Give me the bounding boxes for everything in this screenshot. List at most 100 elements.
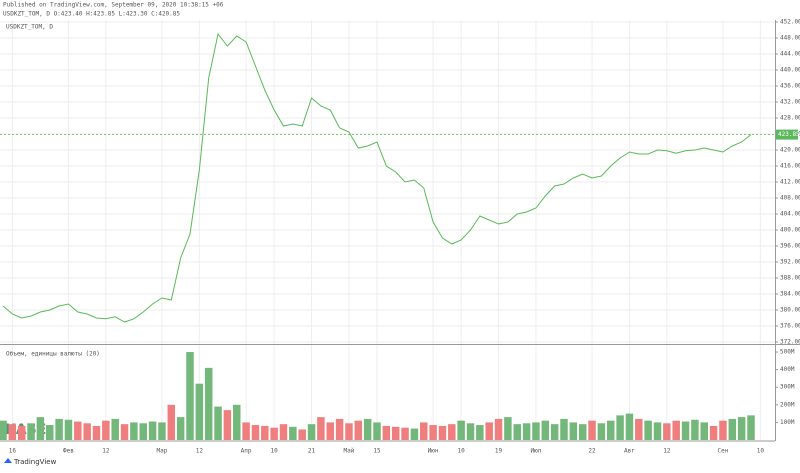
y-tick-label: 416.00 <box>780 163 800 170</box>
x-tick-label: 12 <box>102 448 110 455</box>
volume-bar <box>74 421 82 440</box>
volume-bar <box>550 424 559 440</box>
volume-bar <box>494 418 503 440</box>
volume-bar <box>8 424 17 440</box>
volume-bar <box>438 425 447 440</box>
x-tick-label: 16 <box>9 448 17 455</box>
y-tick-label: 200M <box>780 401 795 408</box>
volume-bar <box>27 423 35 440</box>
volume-bar <box>46 425 54 440</box>
brand[interactable]: TradingView <box>13 458 57 466</box>
x-tick-label: 21 <box>308 448 316 455</box>
volume-bar <box>233 404 241 440</box>
volume-bar <box>139 423 147 440</box>
volume-bar <box>270 427 278 440</box>
volume-bar <box>653 422 662 440</box>
volume-bar <box>354 420 363 440</box>
volume-bar <box>485 422 493 440</box>
volume-bar <box>55 418 63 440</box>
volume-bar <box>111 418 119 440</box>
y-tick-label: 384.00 <box>780 291 800 298</box>
volume-bar <box>560 418 568 440</box>
volume-bar <box>242 422 250 440</box>
volume-bar <box>158 422 166 440</box>
volume-bar <box>363 418 372 440</box>
volume-bar <box>373 422 381 440</box>
volume-bar <box>448 424 456 440</box>
y-tick-label: 448.00 <box>780 35 800 42</box>
volume-bar <box>691 419 699 440</box>
volume-bar <box>391 426 400 440</box>
volume-bar <box>672 420 680 440</box>
y-tick-label: 420.00 <box>780 147 800 154</box>
x-tick-label: Май <box>344 448 355 455</box>
volume-bar <box>36 417 45 440</box>
y-tick-label: 380.00 <box>780 307 800 314</box>
volume-bar <box>429 425 437 440</box>
volume-bar <box>476 425 484 440</box>
volume-bar <box>457 420 465 440</box>
x-tick-label: Апр <box>241 448 252 455</box>
published: Published on TradingView.com, September … <box>3 2 224 9</box>
y-tick-label: 412.00 <box>780 179 800 186</box>
price-line <box>2 32 752 323</box>
volume-bar <box>663 423 671 440</box>
volume-bar <box>588 420 596 440</box>
volume-bar <box>420 422 428 440</box>
volume-bar <box>410 428 419 440</box>
volume-bar <box>597 423 606 440</box>
x-tick-label: Сен <box>718 448 729 455</box>
brand-logo <box>4 458 12 463</box>
volume-bar <box>345 423 353 440</box>
volume-bar <box>102 420 110 440</box>
volume-bar <box>532 422 540 440</box>
y-tick-label: 452.00 <box>780 19 800 26</box>
y-tick-label: 388.00 <box>780 275 800 282</box>
volume-bar <box>401 427 409 440</box>
volume-bar <box>737 417 746 440</box>
series-legend: USDKZT_TOM, D <box>6 24 53 31</box>
volume-bar <box>317 417 325 440</box>
volume-bar <box>251 425 260 440</box>
x-tick-label: Мар <box>157 448 168 455</box>
volume-bar <box>541 420 550 440</box>
volume-bar <box>513 424 521 440</box>
volume-bar <box>289 426 297 440</box>
volume-bar <box>214 406 222 440</box>
y-tick-label: 100M <box>780 419 795 426</box>
volume-bar <box>195 383 204 440</box>
volume-bar <box>307 424 316 440</box>
volume-bar <box>466 423 475 440</box>
last-price-box <box>776 129 798 140</box>
y-tick-label: 400.00 <box>780 227 800 234</box>
x-tick-label: 22 <box>588 448 596 455</box>
volume-bar <box>279 424 288 440</box>
volume-bar <box>298 429 306 440</box>
x-tick-label: 10 <box>271 448 279 455</box>
x-tick-label: 19 <box>495 448 503 455</box>
x-tick-label: Авг <box>624 448 635 455</box>
y-tick-label: 400M <box>780 366 795 373</box>
volume-bar <box>625 413 634 440</box>
volume-bar <box>578 424 587 440</box>
volume-bar <box>728 418 737 440</box>
y-tick-label: 428.00 <box>780 115 800 122</box>
x-tick-label: 10 <box>458 448 466 455</box>
volume-bar <box>223 410 232 440</box>
y-tick-label: 396.00 <box>780 243 800 250</box>
volume-bar <box>130 422 138 440</box>
y-tick-label: 376.00 <box>780 323 800 330</box>
x-tick-label: Июл <box>531 448 542 455</box>
volume-bar <box>504 417 512 440</box>
volume-bar <box>64 419 73 440</box>
volume-bar <box>326 422 334 440</box>
volume-bar <box>644 420 652 440</box>
volume-bar <box>382 425 391 440</box>
volume-bar <box>261 425 269 440</box>
volume-bar <box>709 425 718 440</box>
volume-bar <box>92 425 101 440</box>
volume-bar <box>335 418 344 440</box>
y-tick-label: 440.00 <box>780 67 800 74</box>
volume-bar <box>607 420 615 440</box>
